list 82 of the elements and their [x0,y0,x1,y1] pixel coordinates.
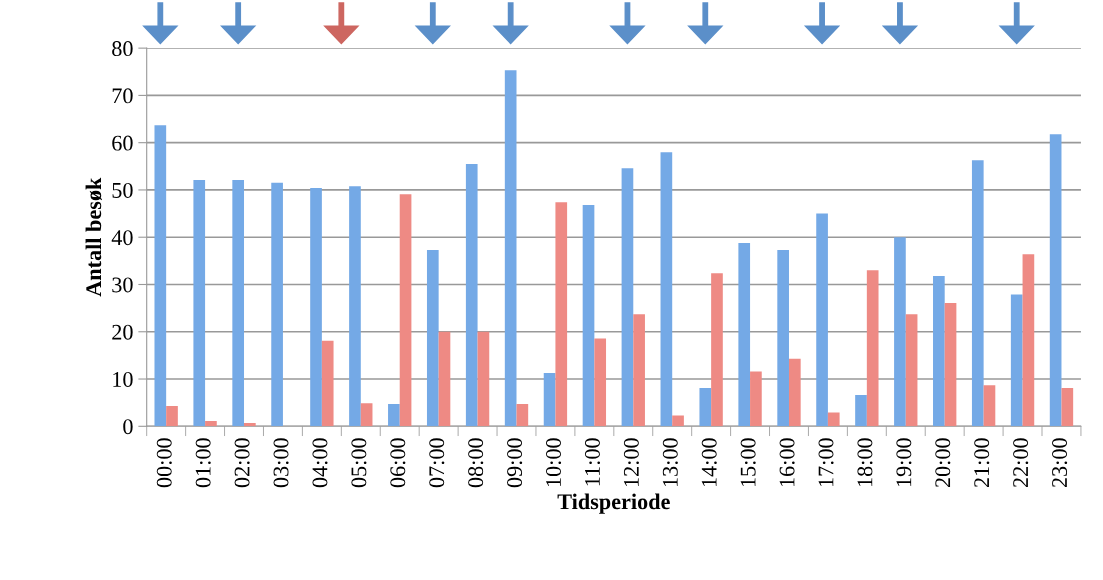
bar [971,160,984,427]
bar [894,237,906,427]
bar [594,338,607,427]
bar [816,213,828,427]
bar [271,182,283,427]
y-axis-title: Antall besøk [85,177,102,297]
x-tick-label: 07:00 [429,438,445,488]
x-tick-label: 13:00 [662,438,678,487]
bar [827,412,840,427]
x-tick-label: 02:00 [234,438,250,488]
x-tick-label: 10:00 [546,438,562,487]
bar [465,163,478,427]
y-tick-label: 60 [112,135,133,151]
bar [633,314,645,427]
bar [672,415,684,427]
bar [1061,388,1074,427]
y-tick-label: 70 [112,88,133,104]
bar [699,388,712,427]
x-tick-label: 04:00 [312,438,328,488]
x-tick-label: 20:00 [935,438,951,488]
x-axis-title: Tidsperiode [557,493,670,514]
bar [426,249,439,427]
x-tick-label: 08:00 [468,438,484,488]
x-tick-label: 06:00 [390,438,406,488]
x-tick-label: 11:00 [584,438,601,486]
bar [855,395,867,427]
bar [660,152,673,427]
bar [205,421,217,427]
bar [349,186,361,427]
y-tick-label: 0 [123,419,133,435]
bar [983,385,996,427]
bar [543,372,556,427]
bar [321,340,334,427]
x-tick-label: 18:00 [857,438,873,487]
bar [1010,294,1023,427]
bar [360,403,373,427]
bar [1049,134,1062,427]
bar [166,405,178,427]
y-tick-label: 20 [112,324,133,340]
x-tick-label: 19:00 [896,438,912,487]
x-tick-label: 16:00 [779,438,795,487]
y-tick-label: 40 [111,230,133,246]
x-tick-label: 17:00 [818,438,834,487]
bar [154,125,167,427]
bar [310,188,322,427]
bar [905,314,918,427]
x-tick-label: 14:00 [701,438,717,487]
y-tick-label: 30 [112,277,133,293]
bar [933,275,945,427]
bar [866,270,879,427]
bar [944,302,957,427]
bar [244,422,256,427]
bar [555,202,568,427]
x-tick-label: 21:00 [974,438,990,488]
x-tick-label: 23:00 [1052,438,1068,488]
x-tick-label: 01:00 [195,438,211,488]
x-tick-label: 09:00 [507,438,523,488]
bar [438,331,451,427]
x-tick-label: 05:00 [351,438,367,488]
bar [232,180,245,427]
bar [477,331,490,427]
bar [750,371,762,427]
x-tick-label: 12:00 [623,438,639,487]
bar [1022,254,1035,427]
x-tick-label: 15:00 [740,438,756,487]
bar [788,358,801,427]
bar [582,205,595,427]
bar [388,404,400,427]
y-tick-label: 50 [112,182,133,198]
x-tick-label: 22:00 [1013,438,1029,488]
bar [738,242,751,427]
bar [621,168,634,427]
bar [711,273,723,427]
bar [193,180,206,427]
x-tick-label: 00:00 [156,438,172,488]
y-tick-label: 10 [113,371,133,387]
bar [516,404,529,427]
bar [399,194,412,427]
bar [504,70,517,427]
bar [777,249,789,427]
x-tick-label: 03:00 [273,438,289,488]
y-tick-label: 80 [112,41,133,57]
